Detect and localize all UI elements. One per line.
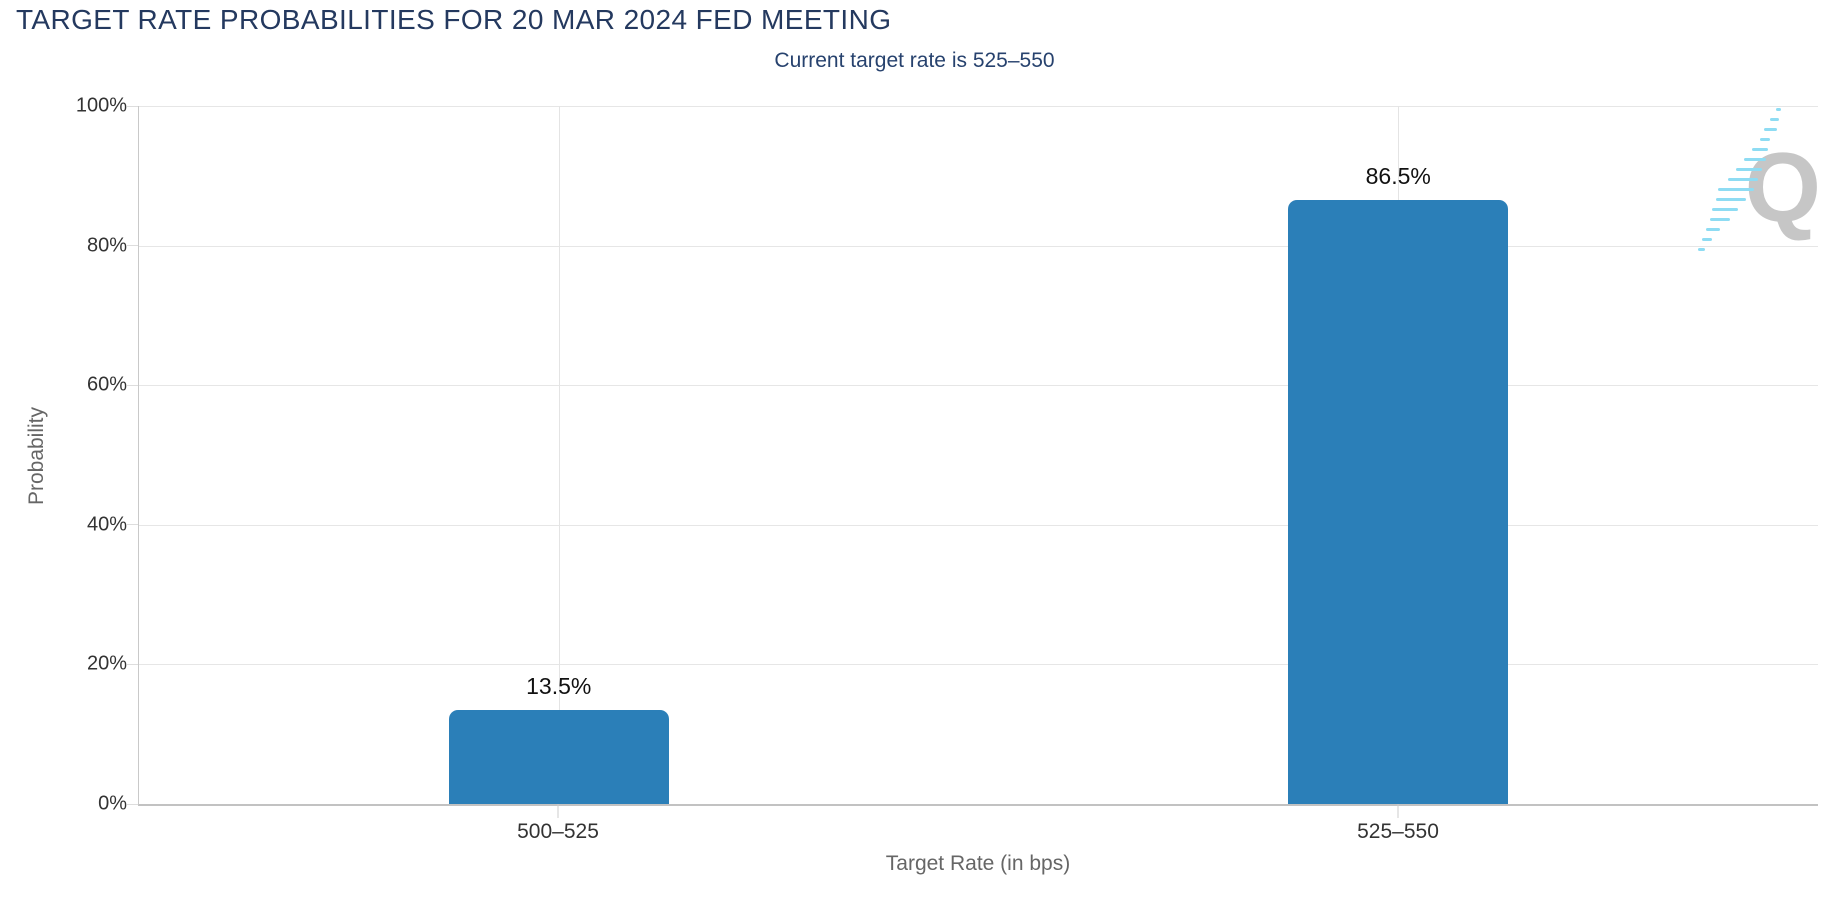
y-tick-label: 60% xyxy=(86,373,127,396)
y-axis-labels: 0% 20% 40% 60% 80% 100% xyxy=(0,95,127,815)
y-tick-label: 40% xyxy=(86,513,127,536)
y-tick-label: 100% xyxy=(75,94,127,117)
horizontal-gridline xyxy=(139,664,1818,666)
plot-area: 13.5% 86.5% xyxy=(138,106,1818,806)
y-tick-label: 20% xyxy=(86,652,127,675)
bar-500–525[interactable] xyxy=(448,709,669,804)
x-axis-title: Target Rate (in bps) xyxy=(885,852,1071,875)
horizontal-gridline xyxy=(139,106,1818,107)
x-axis-labels: 500–525 525–550 xyxy=(138,820,1818,846)
horizontal-gridline xyxy=(139,524,1818,526)
y-tick-label: 0% xyxy=(98,792,127,815)
y-tick-mark xyxy=(127,524,138,526)
vertical-gridline xyxy=(558,106,560,804)
horizontal-gridline xyxy=(139,245,1818,247)
bar-value-label: 13.5% xyxy=(526,672,592,699)
bar-value-label: 86.5% xyxy=(1365,163,1431,190)
y-tick-mark xyxy=(127,384,138,386)
x-category-label: 500–525 xyxy=(517,820,599,843)
x-category-label: 525–550 xyxy=(1357,820,1439,843)
y-tick-mark xyxy=(127,105,138,107)
y-tick-mark xyxy=(127,803,138,805)
x-tick-mark xyxy=(557,804,559,818)
chart-subtitle: Current target rate is 525–550 xyxy=(774,49,1055,72)
y-tick-label: 80% xyxy=(86,234,127,257)
x-axis-ticks xyxy=(138,804,1818,818)
y-tick-mark xyxy=(127,663,138,665)
y-tick-mark xyxy=(127,245,138,247)
bar-525–550[interactable] xyxy=(1288,200,1509,804)
x-tick-mark xyxy=(1397,804,1399,818)
horizontal-gridline xyxy=(139,385,1818,387)
y-axis-ticks xyxy=(127,105,138,805)
chart-title: TARGET RATE PROBABILITIES FOR 20 MAR 202… xyxy=(16,4,892,35)
